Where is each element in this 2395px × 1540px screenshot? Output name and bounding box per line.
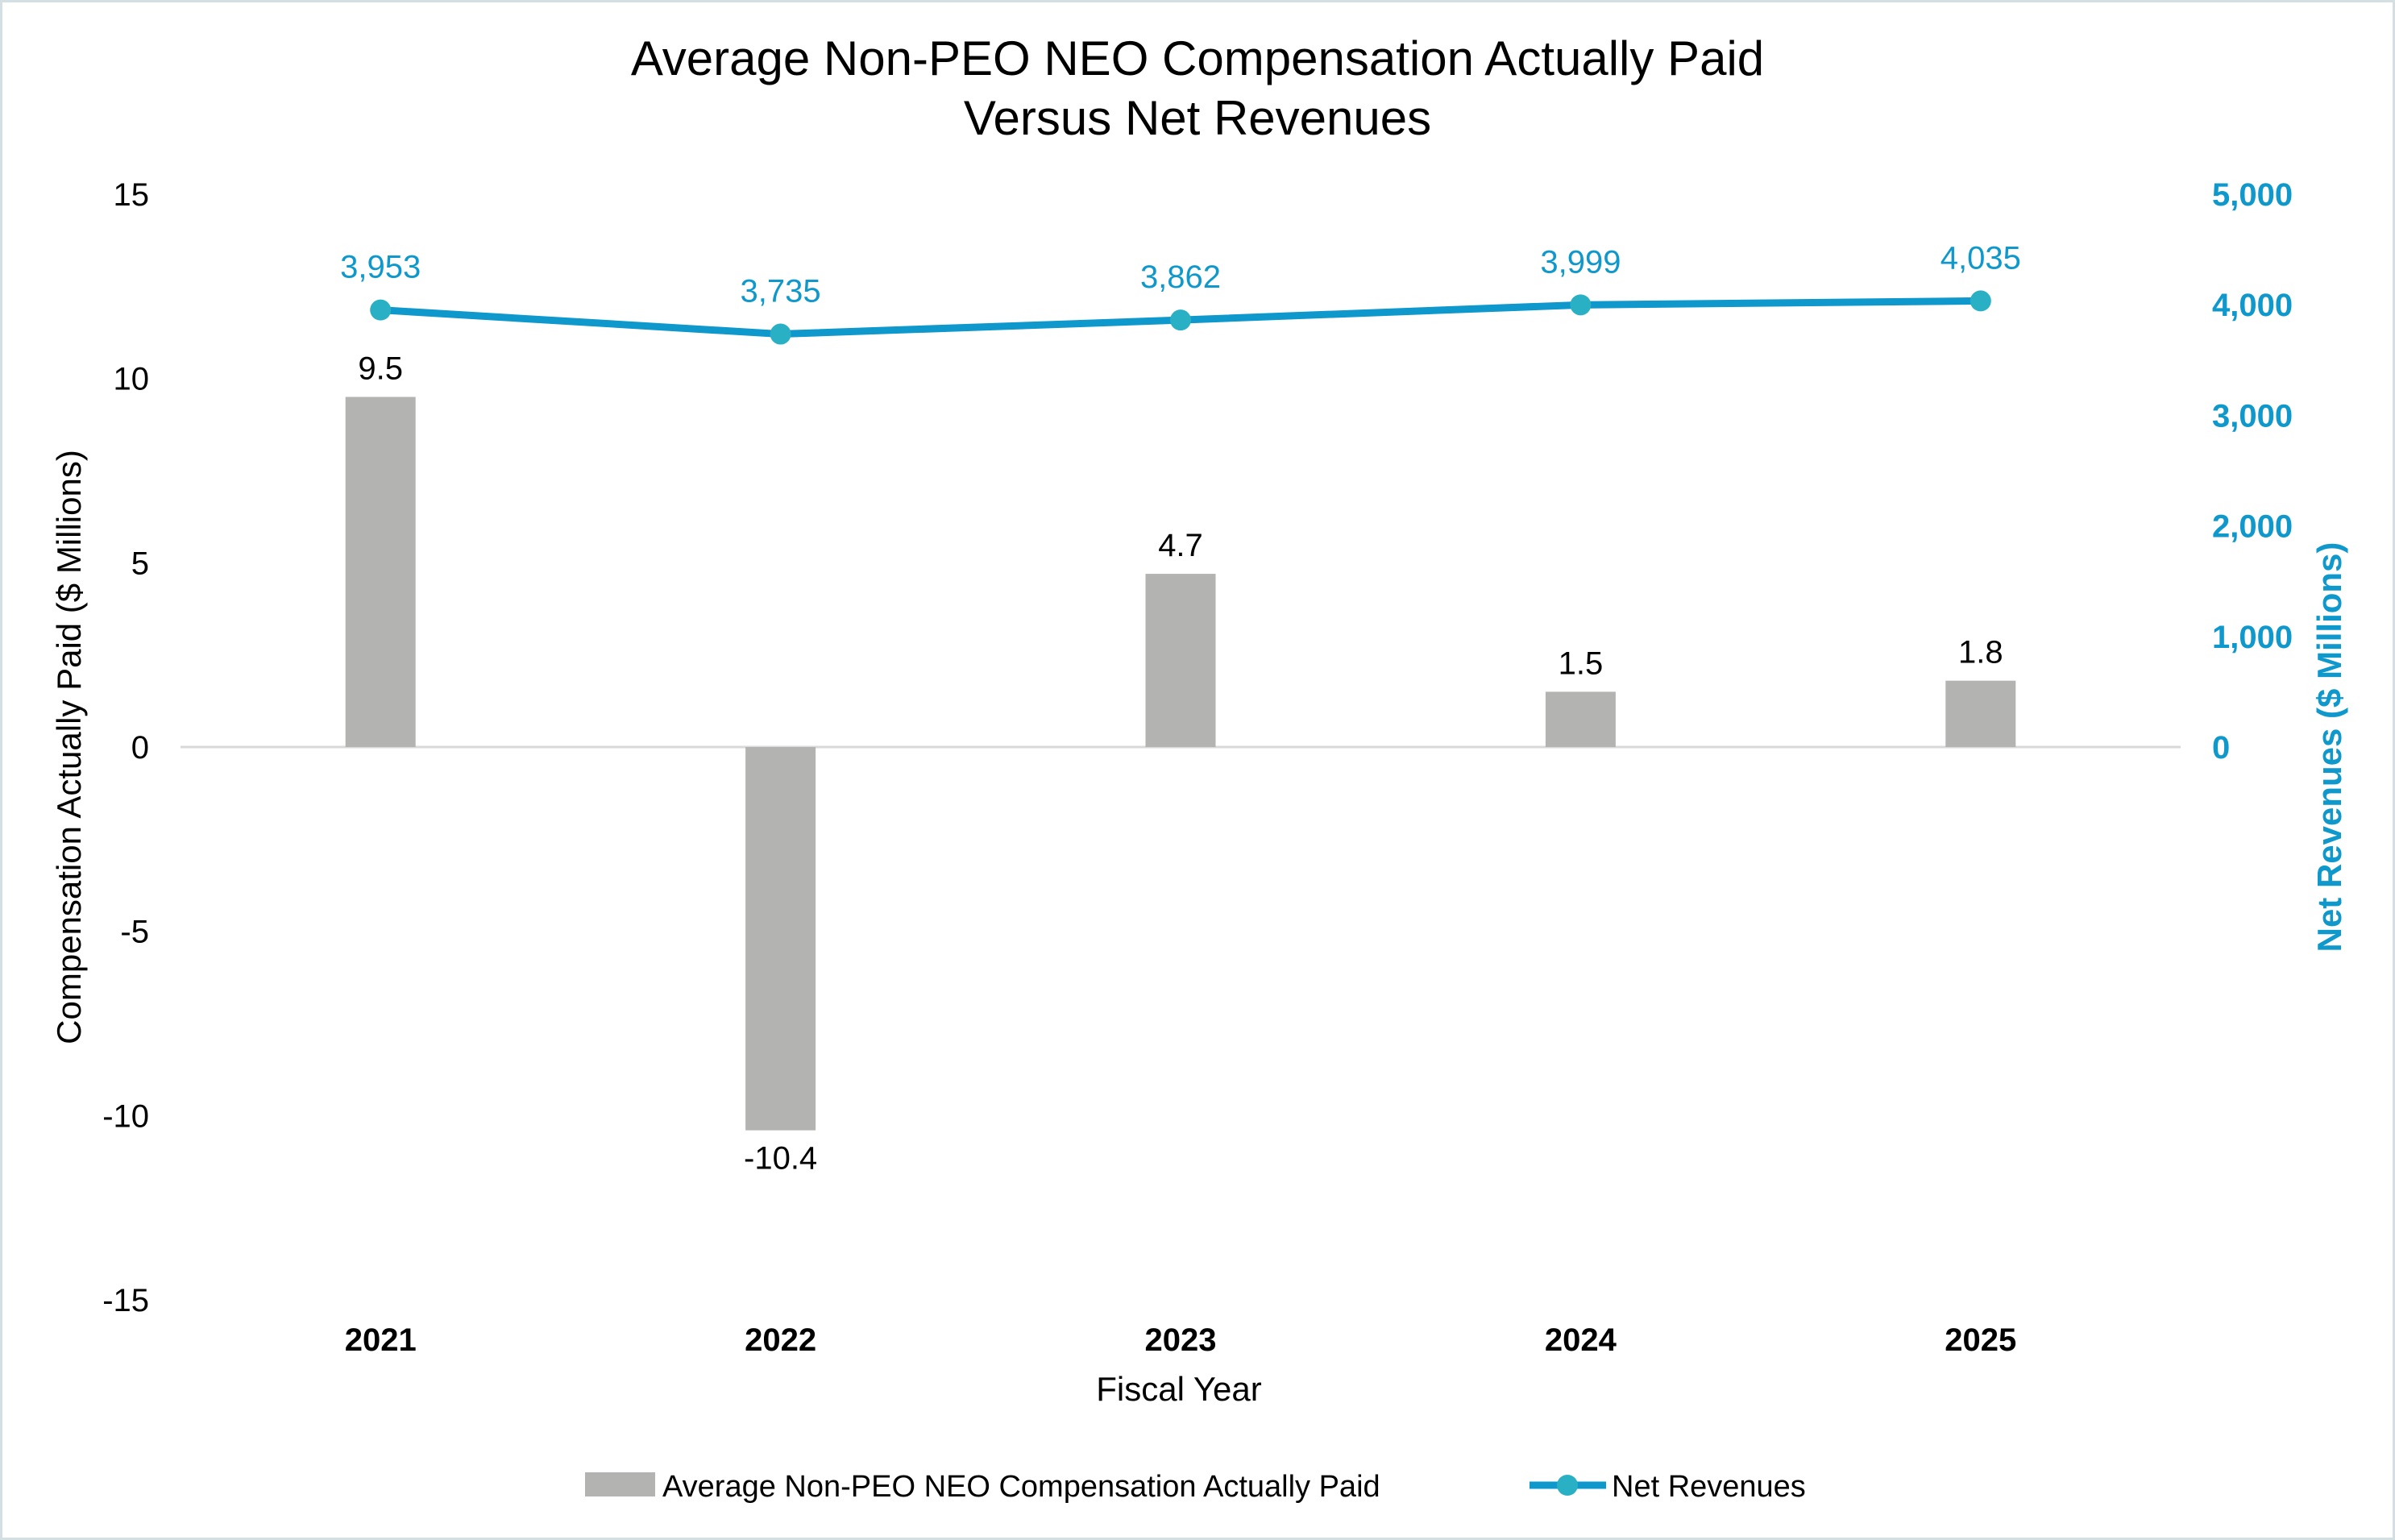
line-marker-2024 bbox=[1570, 294, 1592, 316]
y-left-tick-label: -15 bbox=[102, 1283, 149, 1318]
chart-title-line-1: Average Non-PEO NEO Compensation Actuall… bbox=[631, 31, 1764, 85]
y-right-tick-label: 5,000 bbox=[2212, 177, 2293, 213]
line-data-label: 4,035 bbox=[1940, 240, 2021, 276]
y-right-tick-label: 2,000 bbox=[2212, 509, 2293, 545]
x-axis-label: Fiscal Year bbox=[1096, 1370, 1261, 1408]
y-axis-right-label: Net Revenues ($ Millions) bbox=[2310, 542, 2348, 953]
y-right-tick-label: 0 bbox=[2212, 730, 2230, 766]
bar-2021 bbox=[345, 396, 416, 747]
legend-swatch-marker bbox=[1557, 1475, 1578, 1496]
y-axis-left-label: Compensation Actually Paid ($ Millions) bbox=[50, 450, 88, 1044]
line-data-label: 3,953 bbox=[340, 250, 421, 285]
line-data-label: 3,862 bbox=[1140, 259, 1221, 295]
y-right-tick-label: 4,000 bbox=[2212, 288, 2293, 323]
bar-data-label: 1.5 bbox=[1559, 645, 1604, 681]
chart-title-line-2: Versus Net Revenues bbox=[964, 91, 1431, 145]
bar-2024 bbox=[1545, 691, 1616, 747]
y-left-tick-label: 5 bbox=[131, 546, 149, 581]
x-tick-label: 2023 bbox=[1145, 1322, 1217, 1358]
legend-label-bar: Average Non-PEO NEO Compensation Actuall… bbox=[662, 1470, 1380, 1504]
line-data-label: 3,999 bbox=[1540, 244, 1621, 280]
y-left-tick-label: -5 bbox=[120, 915, 149, 950]
y-left-tick-label: -10 bbox=[102, 1098, 149, 1134]
bar-data-label: -10.4 bbox=[744, 1141, 817, 1177]
bar-data-label: 4.7 bbox=[1158, 528, 1203, 563]
y-left-tick-label: 0 bbox=[131, 730, 149, 766]
line-marker-2022 bbox=[770, 323, 791, 345]
line-marker-2025 bbox=[1970, 290, 1991, 312]
y-right-tick-label: 3,000 bbox=[2212, 398, 2293, 434]
y-left-tick-label: 15 bbox=[114, 177, 150, 213]
legend-label-line: Net Revenues bbox=[1612, 1470, 1806, 1504]
y-left-tick-label: 10 bbox=[114, 362, 150, 397]
bar-2022 bbox=[745, 747, 816, 1131]
bar-2023 bbox=[1145, 574, 1216, 747]
legend: Average Non-PEO NEO Compensation Actuall… bbox=[585, 1470, 1806, 1504]
line-marker-2023 bbox=[1170, 309, 1191, 331]
x-tick-label: 2025 bbox=[1945, 1322, 2016, 1358]
x-tick-label: 2021 bbox=[345, 1322, 417, 1358]
line-data-label: 3,735 bbox=[741, 274, 821, 309]
x-tick-label: 2024 bbox=[1545, 1322, 1617, 1358]
bar-data-label: 9.5 bbox=[358, 351, 403, 387]
bar-2025 bbox=[1945, 680, 2016, 747]
legend-swatch-bar bbox=[585, 1472, 655, 1496]
x-tick-label: 2022 bbox=[745, 1322, 816, 1358]
y-right-tick-label: 1,000 bbox=[2212, 620, 2293, 655]
line-marker-2021 bbox=[370, 299, 392, 321]
bar-data-label: 1.8 bbox=[1958, 635, 2003, 670]
